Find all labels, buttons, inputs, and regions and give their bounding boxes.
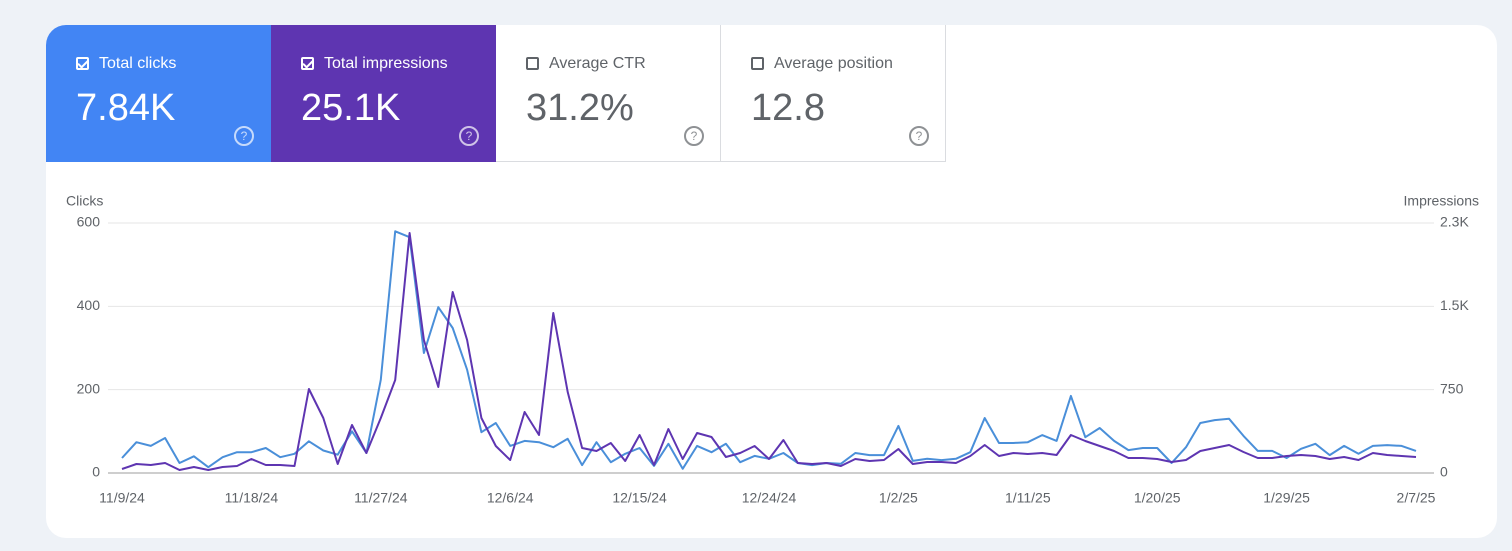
- checkbox[interactable]: [76, 57, 89, 70]
- metric-card[interactable]: Average position 12.8?: [721, 25, 946, 162]
- series-line: [121, 230, 1417, 470]
- metric-card[interactable]: Average CTR 31.2%?: [496, 25, 721, 162]
- y2-tick-label: 750: [1440, 380, 1464, 396]
- y2-tick-label: 2.3K: [1440, 214, 1469, 230]
- metric-label: Average position: [774, 55, 893, 72]
- y-tick-label: 0: [92, 464, 100, 480]
- metric-card[interactable]: Total impressions 25.1K?: [271, 25, 496, 162]
- x-tick-label: 1/20/25: [1134, 490, 1181, 506]
- metric-label: Total clicks: [99, 55, 177, 72]
- y2-tick-label: 1.5K: [1440, 297, 1469, 313]
- x-tick-label: 1/2/25: [879, 490, 918, 506]
- y-axis-title: Clicks: [66, 193, 103, 209]
- metric-label: Total impressions: [324, 55, 448, 72]
- y-tick-label: 600: [77, 214, 101, 230]
- help-icon[interactable]: ?: [459, 126, 479, 146]
- x-tick-label: 11/9/24: [99, 490, 145, 506]
- metric-value: 7.84K: [76, 87, 176, 129]
- help-icon[interactable]: ?: [684, 126, 704, 146]
- x-tick-label: 12/15/24: [612, 490, 667, 506]
- x-tick-label: 11/27/24: [354, 490, 408, 506]
- series-line: [121, 232, 1417, 471]
- metric-value: 12.8: [751, 87, 825, 129]
- x-tick-label: 1/29/25: [1263, 490, 1310, 506]
- help-icon[interactable]: ?: [909, 126, 929, 146]
- y2-axis-title: Impressions: [1404, 193, 1479, 209]
- chart: Clicks Impressions 0 200 400 600 0 750 1.5K 2.3K 1…: [66, 193, 1479, 506]
- x-tick-label: 12/6/24: [487, 490, 534, 506]
- metric-card[interactable]: Total clicks 7.84K?: [46, 25, 271, 162]
- metric-label: Average CTR: [549, 55, 646, 72]
- x-tick-label: 12/24/24: [742, 490, 797, 506]
- x-tick-label: 11/18/24: [225, 490, 279, 506]
- help-icon[interactable]: ?: [234, 126, 254, 146]
- checkbox[interactable]: [301, 57, 314, 70]
- y-tick-label: 200: [77, 380, 101, 396]
- metric-value: 31.2%: [526, 87, 634, 129]
- x-tick-label: 1/11/25: [1005, 490, 1051, 506]
- y2-tick-label: 0: [1440, 464, 1448, 480]
- metric-cards: Total clicks 7.84K? Total impressions 25.1K…: [46, 25, 946, 162]
- metric-value: 25.1K: [301, 87, 401, 129]
- performance-panel: Total clicks 7.84K? Total impressions 25.1K…: [46, 25, 1497, 538]
- y-tick-label: 400: [77, 297, 101, 313]
- x-tick-label: 2/7/25: [1397, 490, 1436, 506]
- checkbox[interactable]: [526, 57, 539, 70]
- checkbox[interactable]: [751, 57, 764, 70]
